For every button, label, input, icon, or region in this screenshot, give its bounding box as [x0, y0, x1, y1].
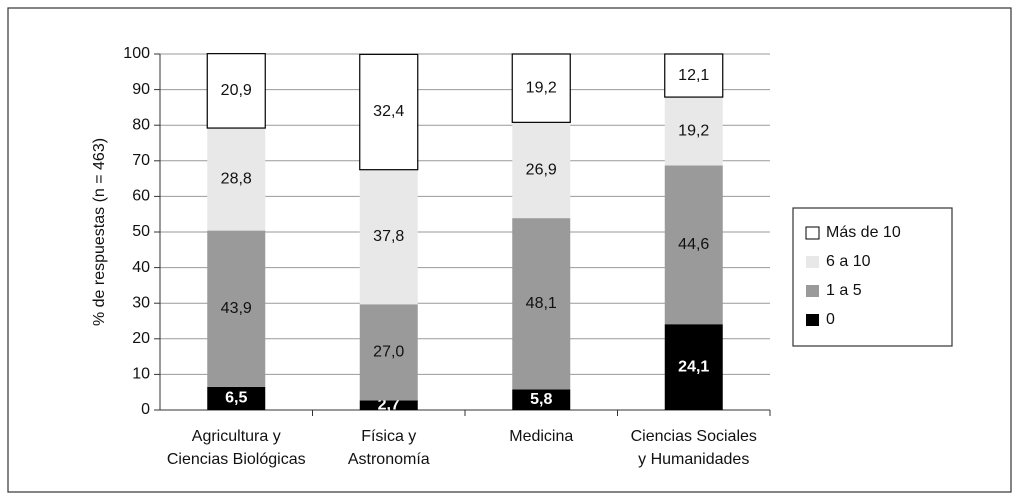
legend-swatch — [806, 314, 819, 326]
y-tick-label: 10 — [132, 366, 150, 383]
frame — [7, 7, 1012, 493]
x-tick-label: Ciencias Sociales y Humanidades — [631, 428, 757, 468]
y-tick-label: 60 — [132, 188, 150, 205]
bar-segment — [512, 122, 571, 219]
value-label: 19,2 — [678, 122, 709, 139]
legend-label: 1 a 5 — [826, 282, 862, 299]
legend-label: Más de 10 — [826, 224, 901, 241]
legend-swatch — [806, 285, 819, 297]
value-label: 44,6 — [678, 236, 709, 253]
bar-segment — [512, 218, 571, 390]
bar-segment — [207, 230, 266, 387]
value-label: 32,4 — [373, 103, 404, 120]
bar-segment — [511, 53, 571, 123]
value-label: 12,1 — [678, 67, 709, 84]
y-axis-label: % de respuestas (n = 463) — [91, 138, 108, 326]
bar-segment — [206, 53, 266, 129]
legend-label: 6 a 10 — [826, 253, 871, 270]
legend-label: 0 — [826, 311, 835, 328]
x-tick-label: Física y Astronomía — [348, 428, 430, 468]
bar-segment — [207, 386, 266, 410]
y-tick-label: 80 — [132, 116, 150, 133]
value-label: 2,7 — [378, 396, 400, 413]
y-tick-label: 90 — [132, 81, 150, 98]
bar-segment — [664, 97, 723, 166]
value-label: 26,9 — [526, 161, 557, 178]
y-tick-label: 100 — [123, 45, 150, 62]
x-tick-label: Medicina — [509, 428, 573, 445]
bar-segment — [359, 53, 419, 171]
y-tick-label: 40 — [132, 259, 150, 276]
value-label: 20,9 — [221, 82, 252, 99]
legend-swatch — [805, 226, 820, 240]
value-label: 5,8 — [530, 391, 552, 408]
value-label: 48,1 — [526, 295, 557, 312]
y-tick-label: 30 — [132, 294, 150, 311]
bar-segment — [512, 389, 571, 410]
x-tick-label: Agricultura y Ciencias Biológicas — [167, 428, 306, 468]
bar-segment — [359, 400, 418, 410]
bar-segment — [664, 53, 724, 98]
bar-segment — [359, 304, 418, 401]
value-label: 24,1 — [678, 358, 709, 375]
bar-segment — [664, 165, 723, 325]
value-label: 37,8 — [373, 228, 404, 245]
value-label: 19,2 — [526, 79, 557, 96]
value-label: 27,0 — [373, 344, 404, 361]
y-tick-label: 70 — [132, 152, 150, 169]
bar-segment — [207, 128, 266, 231]
y-tick-label: 20 — [132, 330, 150, 347]
bar-segment — [664, 324, 723, 410]
y-tick-label: 0 — [141, 401, 150, 418]
bar-segment — [359, 169, 418, 305]
legend-swatch — [806, 256, 819, 268]
y-tick-label: 50 — [132, 223, 150, 240]
value-label: 43,9 — [221, 300, 252, 317]
value-label: 6,5 — [225, 390, 247, 407]
value-label: 28,8 — [221, 171, 252, 188]
